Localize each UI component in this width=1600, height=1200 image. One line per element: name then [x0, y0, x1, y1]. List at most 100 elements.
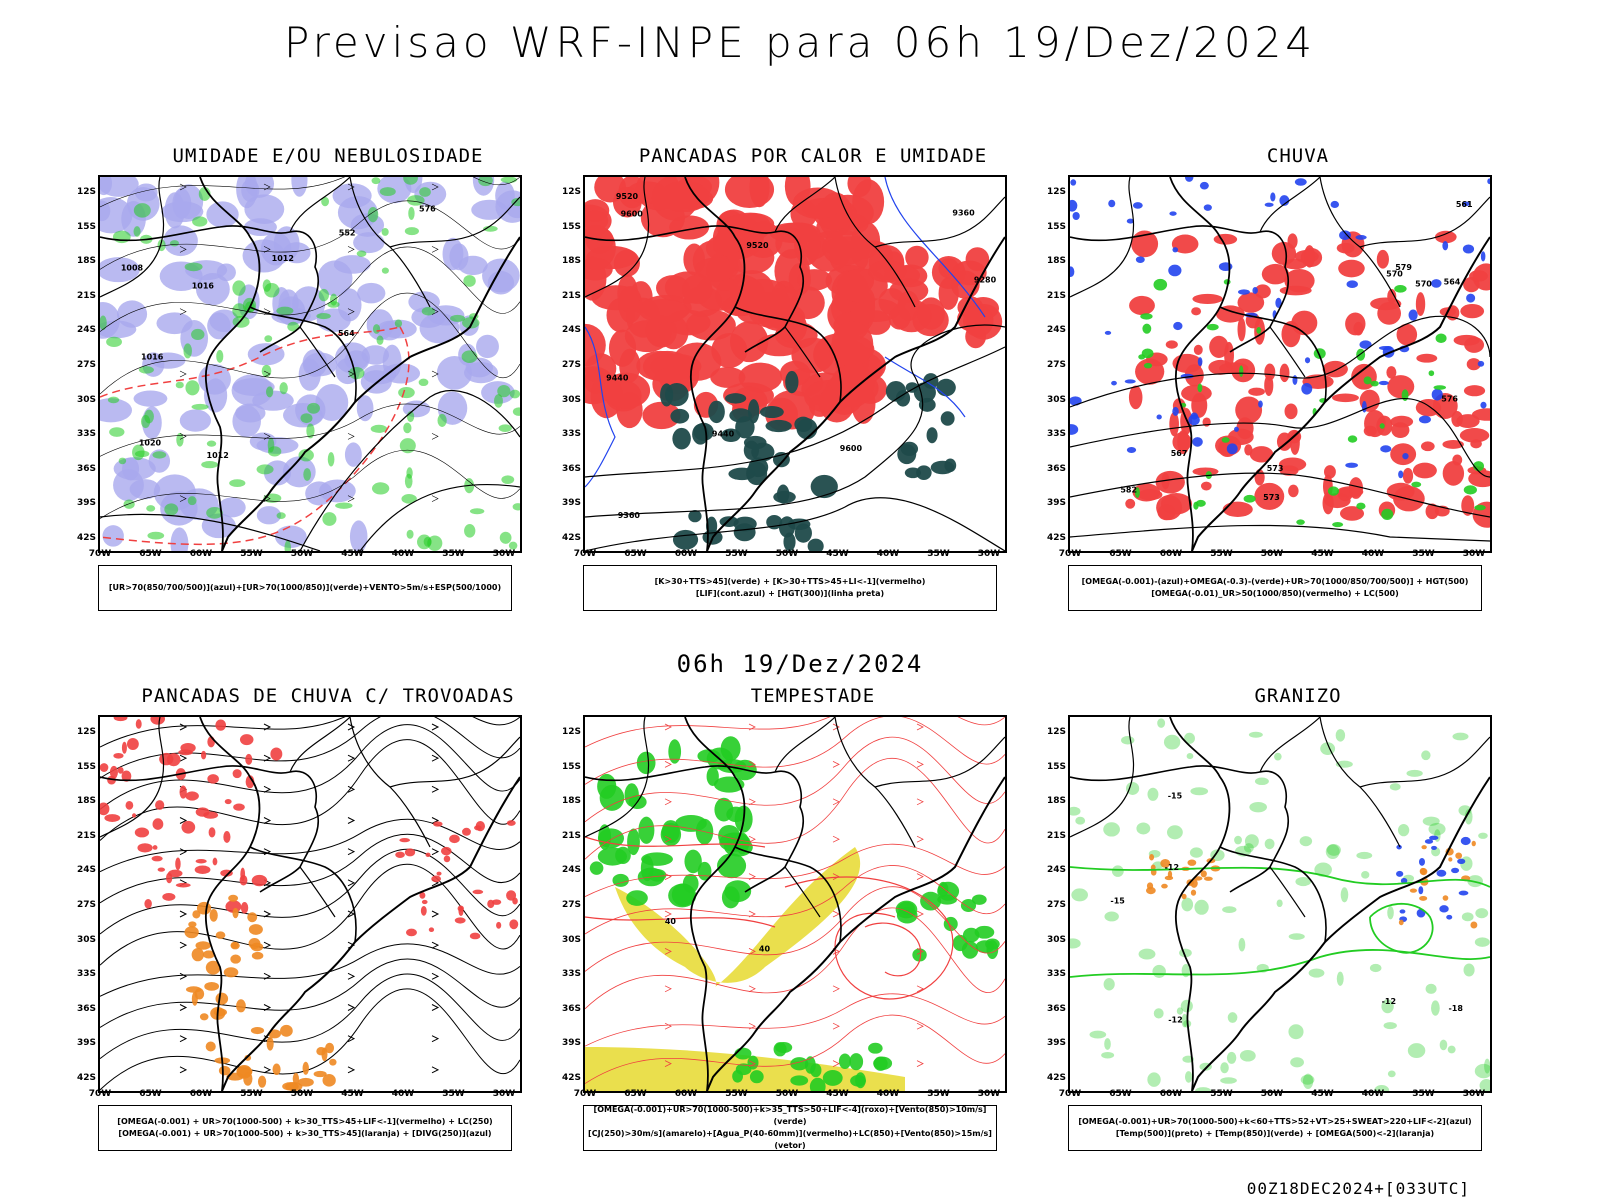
lat-tick-label: 12S — [1046, 727, 1066, 737]
lon-tick-label: 45W — [826, 549, 849, 559]
lat-tick-label: 33S — [76, 429, 96, 440]
latitude-axis: 12S 15S 18S 21S 24S 27S 30S 33S 36S 39S 42S — [66, 175, 96, 553]
latitude-axis: 12S 15S 18S 21S 24S 27S 30S 33S 36S 39S 42S — [551, 715, 581, 1093]
pancadas-red-fill — [585, 177, 901, 431]
contour-label: -18 — [1448, 1004, 1463, 1013]
country-borders — [1070, 177, 1490, 551]
lat-tick-label: 30S — [1046, 934, 1066, 945]
legend-line: [Temp(500)](preto) + [Temp(850)](verde) … — [1115, 1129, 1435, 1138]
geopotential-contours — [1070, 315, 1490, 542]
contour-label: 561 — [1456, 200, 1473, 209]
longitude-axis: 70W 65W 60W 55W 50W 45W 40W 35W 30W — [574, 1089, 1007, 1103]
lat-tick-label: 27S — [76, 360, 96, 370]
lon-tick-label: 60W — [1159, 1089, 1183, 1099]
contour-labels: -12 -12 -12 -15 -15 -18 — [1110, 792, 1463, 1025]
contour-label: 9360 — [618, 511, 641, 520]
forecast-map: 1008 1012 1016 1012 1016 1020 576 564 552 — [98, 175, 522, 553]
lat-tick-label: 27S — [1046, 900, 1066, 910]
contour-label: 9440 — [712, 429, 735, 438]
legend-line: [OMEGA(-0.01)_UR>50(1000/850)(vermelho) … — [1151, 589, 1399, 598]
main-title: Previsao WRF-INPE para 06h 19/Dez/2024 — [283, 18, 1317, 67]
lat-tick-label: 42S — [76, 533, 96, 543]
lat-tick-label: 33S — [1046, 429, 1066, 440]
contour-label: -15 — [1168, 792, 1183, 801]
lat-tick-label: 33S — [561, 969, 581, 980]
lon-tick-label: 35W — [1412, 1089, 1435, 1099]
lon-tick-label: 70W — [573, 549, 597, 559]
lon-tick-label: 35W — [1412, 549, 1435, 559]
lat-tick-label: 21S — [76, 290, 96, 301]
legend-line: [CJ(250)>30m/s](amarelo)+[Agua_P(40-60mm… — [588, 1129, 992, 1150]
wind-vectors — [100, 177, 520, 519]
humidity-high-levels-fill — [100, 177, 378, 551]
lat-tick-label: 27S — [561, 900, 581, 910]
wind-850-green-fill — [895, 881, 1000, 962]
contour-label: 40 — [759, 945, 771, 954]
latitude-axis: 12S 15S 18S 21S 24S 27S 30S 33S 36S 39S 42S — [1036, 175, 1066, 553]
lon-tick-label: 30W — [977, 1089, 1001, 1099]
contour-label: 576 — [419, 205, 436, 214]
lat-tick-label: 24S — [561, 865, 581, 876]
lon-tick-label: 70W — [573, 1089, 597, 1099]
lon-tick-label: 55W — [1210, 549, 1233, 559]
contour-label: 564 — [338, 329, 355, 338]
panel-legend: [K>30+TTS>45](verde) + [K>30+TTS>45+LI<-… — [583, 565, 997, 611]
lon-tick-label: 55W — [240, 549, 263, 559]
lon-tick-label: 50W — [1260, 1089, 1284, 1099]
contour-label: 1012 — [207, 451, 229, 460]
contour-label: 9600 — [621, 209, 644, 218]
contour-label: -12 — [1165, 863, 1179, 872]
lon-tick-label: 70W — [88, 1089, 112, 1099]
lat-tick-label: 42S — [76, 1073, 96, 1083]
contour-label: 1020 — [139, 439, 162, 448]
country-borders — [1070, 717, 1490, 1091]
contour-label: 9280 — [974, 275, 997, 284]
lon-tick-label: 45W — [1311, 1089, 1334, 1099]
lon-tick-label: 50W — [290, 1089, 314, 1099]
thunder-red-fill — [100, 717, 283, 914]
streamlines-850hpa — [585, 717, 1005, 1084]
pancadas-red-fill — [868, 244, 1003, 349]
panel-umidade: UMIDADE E/OU NEBULOSIDADE 12S 15S 18S 21S 24S… — [77, 145, 578, 625]
lon-tick-label: 60W — [674, 549, 698, 559]
lat-tick-label: 30S — [561, 394, 581, 405]
wind-850-green-fill — [732, 1041, 893, 1091]
lon-tick-label: 40W — [1361, 1089, 1385, 1099]
lon-tick-label: 50W — [775, 549, 799, 559]
contour-label: 552 — [339, 228, 356, 237]
lon-tick-label: 35W — [927, 549, 950, 559]
contour-label: 579 — [1395, 263, 1412, 272]
forecast-map: -12 -12 -12 -15 -15 -18 — [1068, 715, 1492, 1093]
lon-tick-label: 45W — [341, 549, 364, 559]
lat-tick-label: 39S — [76, 1038, 96, 1049]
lat-tick-label: 33S — [1046, 969, 1066, 980]
contour-label: 573 — [1263, 493, 1280, 502]
forecast-map: 40 40 — [583, 715, 1007, 1093]
panel-pancadas-calor: PANCADAS POR CALOR E UMIDADE 12S 15S 18S 21S… — [561, 145, 1063, 625]
lat-tick-label: 12S — [76, 187, 96, 197]
forecast-map: 582 579 576 573 570 567 564 561 573 570 — [1068, 175, 1492, 553]
lat-tick-label: 30S — [1046, 394, 1066, 405]
lon-tick-label: 65W — [624, 1089, 647, 1099]
contour-labels: 582 579 576 573 570 567 564 561 573 570 — [1120, 200, 1473, 502]
lat-tick-label: 42S — [561, 1073, 581, 1083]
lat-tick-label: 27S — [1046, 360, 1066, 370]
lon-tick-label: 60W — [1159, 549, 1183, 559]
contour-label: -12 — [1168, 1016, 1182, 1025]
lon-tick-label: 35W — [927, 1089, 950, 1099]
lon-tick-label: 65W — [139, 1089, 162, 1099]
lat-tick-label: 30S — [561, 934, 581, 945]
latitude-axis: 12S 15S 18S 21S 24S 27S 30S 33S 36S 39S 42S — [66, 715, 96, 1093]
panel-title: PANCADAS POR CALOR E UMIDADE — [638, 145, 988, 167]
lat-tick-label: 15S — [561, 221, 581, 232]
lon-tick-label: 45W — [341, 1089, 364, 1099]
geopotential-contours — [100, 389, 520, 551]
contour-label: 9440 — [606, 373, 629, 382]
lat-tick-label: 12S — [561, 727, 581, 737]
lat-tick-label: 42S — [1046, 533, 1066, 543]
panel-title: UMIDADE E/OU NEBULOSIDADE — [172, 145, 484, 167]
lat-tick-label: 12S — [1046, 187, 1066, 197]
lat-tick-label: 18S — [1046, 796, 1066, 807]
panel-legend: [OMEGA(-0.001)+UR>70(1000-500)+k<60+TTS>… — [1068, 1105, 1482, 1151]
legend-line: [LIF](cont.azul) + [HGT(300)](linha pret… — [695, 589, 885, 598]
